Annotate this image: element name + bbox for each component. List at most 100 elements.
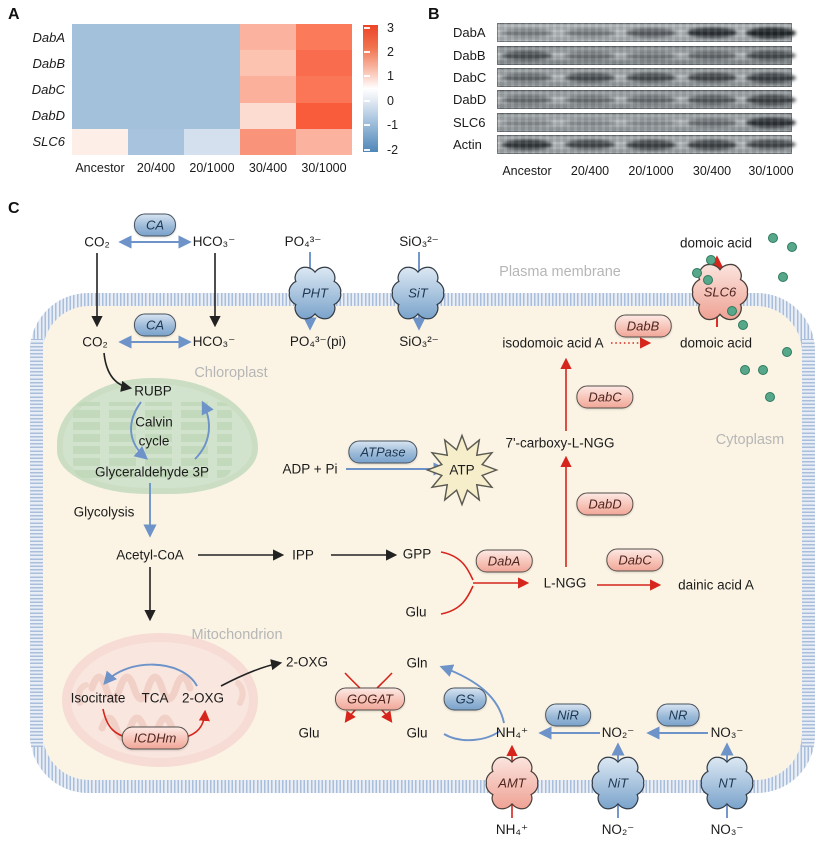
label-co2-intracellular: CO₂ (82, 334, 108, 350)
heatmap-cell (296, 76, 352, 103)
blot-band (565, 28, 615, 37)
domoic-acid-dot (740, 365, 750, 375)
heatmap-cell (184, 102, 240, 129)
heatmap-cell (240, 102, 296, 129)
label-cycle: cycle (138, 433, 170, 449)
label-no3-extracellular: NO₃⁻ (710, 822, 744, 837)
heatmap-cell (72, 102, 128, 129)
heatmap-cell (128, 128, 184, 155)
enzyme-gs: GS (443, 687, 487, 711)
label-adp-pi: ADP + Pi (282, 461, 338, 477)
label-isodomoic-acid-a: isodomoic acid A (502, 335, 604, 351)
colorbar-tick-mark (364, 124, 370, 127)
chloroplast-label: Chloroplast (194, 365, 268, 381)
blot-band (746, 94, 796, 105)
enzyme-ca-extracellular: CA (133, 213, 177, 237)
colorbar-tick-label: 3 (387, 20, 394, 35)
enzyme-icdhm: ICDHm (121, 726, 189, 750)
heatmap-cell (240, 128, 296, 155)
colorbar-gradient (363, 25, 378, 152)
heatmap-cell (184, 128, 240, 155)
transporter-slc6: SLC6 (703, 284, 737, 300)
heatmap-col-label: Ancestor (75, 161, 125, 175)
panel-a-letter: A (8, 6, 20, 23)
blot-band (626, 95, 676, 104)
enzyme-gogat: GOGAT (335, 687, 405, 711)
label-gpp: GPP (402, 546, 432, 562)
label-po4-extracellular: PO₄³⁻ (284, 234, 322, 249)
blot-band (626, 72, 676, 83)
label-no2-extracellular: NO₂⁻ (601, 822, 635, 837)
heatmap-cell (128, 24, 184, 51)
label-atp: ATP (449, 462, 475, 478)
enzyme-dabc-lower: DabC (606, 548, 664, 572)
domoic-acid-dot (758, 365, 768, 375)
blot-row-label: DabA (453, 25, 486, 40)
domoic-acid-dot (738, 320, 748, 330)
blot-col-label: 30/400 (692, 164, 732, 178)
heatmap (72, 24, 352, 155)
blot-col-label: 20/1000 (628, 164, 674, 178)
blot-band (746, 27, 796, 38)
mitochondrion-label: Mitochondrion (191, 627, 283, 643)
blot-col-label: Ancestor (502, 164, 552, 178)
blot-row-label: SLC6 (453, 115, 486, 130)
blot-row-label: Actin (453, 137, 482, 152)
plasma-membrane-label: Plasma membrane (499, 264, 621, 280)
blot-col-label: 30/1000 (748, 164, 794, 178)
label-dainic-acid-a: dainic acid A (678, 577, 754, 593)
panel-c-letter: C (8, 200, 20, 217)
label-sio3-intracellular: SiO₃²⁻ (399, 334, 439, 349)
blot-row-label: DabC (453, 70, 487, 85)
blot-band (565, 139, 615, 150)
blot-band (687, 51, 737, 60)
label-hco3-intracellular: HCO₃⁻ (192, 334, 236, 349)
enzyme-atpase: ATPase (348, 440, 418, 464)
heatmap-cell (128, 76, 184, 103)
blot-strip (497, 46, 796, 65)
colorbar-tick-mark (364, 99, 370, 102)
domoic-acid-dot (727, 306, 737, 316)
blot-band (746, 117, 796, 128)
label-domoic-acid-extracellular: domoic acid (679, 235, 753, 251)
blot-band (565, 51, 615, 60)
heatmap-cell (72, 24, 128, 51)
heatmap-col-label: 20/1000 (189, 161, 235, 175)
colorbar-tick-mark (364, 26, 370, 29)
blot-band (687, 27, 737, 38)
transporter-amt: AMT (498, 775, 526, 791)
pathway-panel: C (0, 195, 826, 845)
blot-band (746, 139, 796, 150)
label-no2-intracellular: NO₂⁻ (601, 725, 635, 740)
blot-band (502, 139, 552, 150)
heatmap-cell (296, 24, 352, 51)
cytoplasm-label: Cytoplasm (715, 432, 785, 448)
transporter-sit: SiT (408, 285, 428, 301)
enzyme-dabc-upper: DabC (576, 385, 634, 409)
blot-band (746, 50, 796, 61)
heatmap-cell (128, 50, 184, 77)
label-glycolysis: Glycolysis (73, 504, 135, 520)
blot-strip (497, 113, 796, 132)
label-2-oxg-cytosol: 2-OXG (285, 654, 329, 670)
blot-band (687, 94, 737, 105)
heatmap-col-label: 20/400 (136, 161, 176, 175)
membrane-left (30, 339, 43, 747)
domoic-acid-dot (692, 268, 702, 278)
label-glu-left: Glu (298, 725, 320, 741)
blot-band (626, 27, 676, 38)
domoic-acid-dot (787, 242, 797, 252)
label-glu-right: Glu (406, 725, 428, 741)
label-isocitrate: Isocitrate (70, 690, 126, 706)
blot-band (687, 72, 737, 83)
blot-col-label: 20/400 (570, 164, 610, 178)
blot-band (746, 72, 796, 83)
heatmap-cell (240, 24, 296, 51)
heatmap-cell (240, 50, 296, 77)
heatmap-cell (72, 128, 128, 155)
heatmap-cell (296, 128, 352, 155)
panel-b-letter: B (428, 6, 440, 23)
label-nh4-extracellular: NH₄⁺ (495, 822, 529, 837)
heatmap-row-label: DabA (32, 29, 65, 45)
